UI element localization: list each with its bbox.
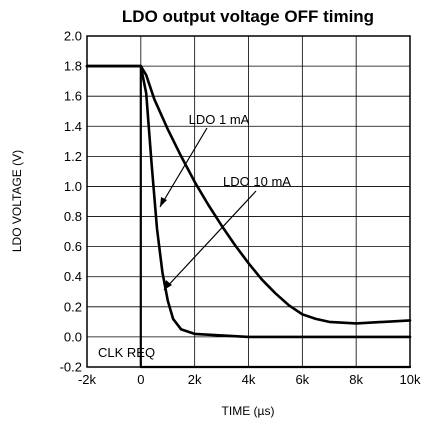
annotation-arrow — [159, 127, 208, 208]
y-tick-label: 1.6 — [64, 89, 82, 104]
data-series — [85, 64, 412, 369]
arrow-head — [164, 280, 172, 290]
annotation-ldo-10ma: LDO 10 mA — [223, 174, 291, 189]
y-tick-label: -0.2 — [60, 360, 82, 375]
x-axis-ticks: -2k 0 2k 4k 6k 8k 10k — [78, 372, 421, 387]
y-tick-label: 2.0 — [64, 29, 82, 44]
y-tick-label: 0.8 — [64, 209, 82, 224]
annotation-ldo-1ma: LDO 1 mA — [189, 112, 250, 127]
chart-title: LDO output voltage OFF timing — [122, 7, 374, 26]
y-tick-label: 1.8 — [64, 59, 82, 74]
series-line-1 — [85, 64, 412, 339]
x-tick-label: 10k — [400, 372, 421, 387]
series-line-2 — [85, 64, 412, 369]
y-axis-label: LDO VOLTAGE (V) — [10, 150, 24, 252]
x-axis-label: TIME (µs) — [222, 404, 275, 418]
x-tick-label: 2k — [188, 372, 202, 387]
y-tick-label: 1.2 — [64, 149, 82, 164]
y-tick-label: 0.6 — [64, 239, 82, 254]
y-tick-label: 1.4 — [64, 119, 82, 134]
arrow-head — [160, 197, 167, 207]
x-tick-label: 0 — [137, 372, 144, 387]
x-tick-label: 4k — [242, 372, 256, 387]
y-axis-ticks: -0.2 0.0 0.2 0.4 0.6 0.8 1.0 1.2 1.4 1.6 1.8 2.0 — [60, 29, 82, 375]
y-tick-label: 0.0 — [64, 329, 82, 344]
y-tick-label: 0.2 — [64, 299, 82, 314]
annotations: LDO 1 mA LDO 10 mA CLK REQ — [98, 112, 291, 360]
annotation-clk-req: CLK REQ — [98, 345, 155, 360]
y-tick-label: 0.4 — [64, 269, 82, 284]
x-tick-label: 8k — [349, 372, 363, 387]
x-tick-label: 6k — [295, 372, 309, 387]
y-tick-label: 1.0 — [64, 179, 82, 194]
series-line-0 — [85, 64, 412, 325]
grid — [87, 36, 410, 367]
x-tick-label: -2k — [78, 372, 97, 387]
annotation-arrow — [163, 190, 257, 291]
